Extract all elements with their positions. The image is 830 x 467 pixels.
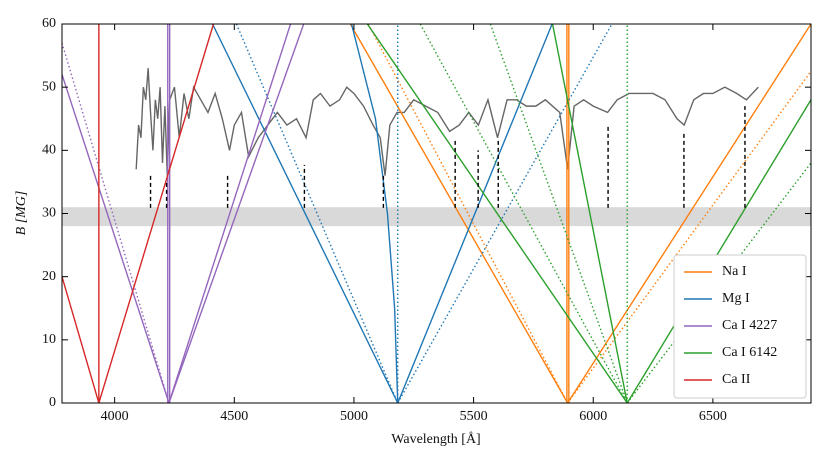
y-tick-label: 10 xyxy=(42,332,56,347)
legend-label: Ca II xyxy=(722,372,751,387)
y-tick-label: 30 xyxy=(42,206,56,221)
y-tick-label: 20 xyxy=(42,269,56,284)
zeeman-line xyxy=(62,42,170,403)
zeeman-line xyxy=(235,24,613,403)
x-tick-label: 6000 xyxy=(579,409,607,424)
zeeman-line xyxy=(62,24,305,403)
x-axis-label: Wavelength [Å] xyxy=(391,431,480,447)
zeeman-line xyxy=(211,24,553,403)
x-tick-label: 5000 xyxy=(340,409,368,424)
y-axis-label: B [MG] xyxy=(14,191,29,236)
legend-label: Mg I xyxy=(722,291,750,306)
y-tick-label: 50 xyxy=(42,79,56,94)
zeeman-line xyxy=(349,24,811,403)
x-tick-label: 4500 xyxy=(220,409,248,424)
legend-label: Ca I 4227 xyxy=(722,318,777,333)
band xyxy=(62,207,811,227)
zeeman-line xyxy=(419,24,811,403)
y-tick-label: 0 xyxy=(49,395,56,410)
legend-label: Ca I 6142 xyxy=(722,345,777,360)
x-tick-label: 4000 xyxy=(101,409,129,424)
x-tick-label: 6500 xyxy=(699,409,727,424)
x-tick-label: 5500 xyxy=(460,409,488,424)
y-tick-label: 60 xyxy=(42,16,56,31)
y-tick-label: 40 xyxy=(42,143,56,158)
legend-box xyxy=(673,254,807,399)
zeeman-line xyxy=(62,24,215,403)
zeeman-line xyxy=(350,24,399,403)
legend-label: Na I xyxy=(722,264,747,279)
spectrum xyxy=(135,68,759,176)
zeeman-line xyxy=(551,24,628,403)
zeeman-line xyxy=(489,24,628,403)
plot-area xyxy=(62,24,811,403)
zeeman-line xyxy=(168,24,292,403)
zeeman-line xyxy=(366,24,811,403)
